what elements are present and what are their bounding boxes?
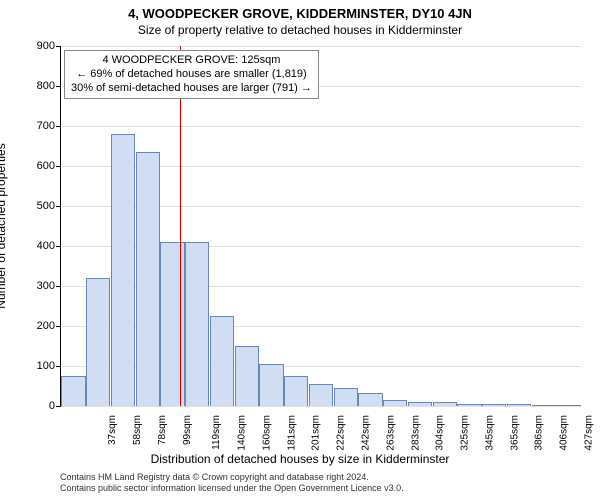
ytick-mark <box>56 406 61 407</box>
histogram-bar <box>309 384 333 406</box>
ytick-mark <box>56 46 61 47</box>
ytick-label: 900 <box>15 40 55 52</box>
xtick-label: 365sqm <box>509 415 520 451</box>
ytick-mark <box>56 286 61 287</box>
annotation-line1: 4 WOODPECKER GROVE: 125sqm <box>71 54 312 68</box>
histogram-bar <box>259 364 283 406</box>
licence-line2: Contains public sector information licen… <box>60 483 404 494</box>
xtick-label: 304sqm <box>435 415 446 451</box>
ytick-label: 200 <box>15 320 55 332</box>
ytick-label: 400 <box>15 240 55 252</box>
xtick-label: 263sqm <box>385 415 396 451</box>
xtick-label: 78sqm <box>157 415 168 445</box>
xtick-label: 99sqm <box>182 415 193 445</box>
grid-line <box>61 406 581 407</box>
page-subtitle: Size of property relative to detached ho… <box>0 21 600 37</box>
xtick-label: 37sqm <box>107 415 118 445</box>
histogram-bar <box>284 376 308 406</box>
ytick-label: 300 <box>15 280 55 292</box>
histogram-bar <box>457 404 481 406</box>
histogram-bar <box>408 402 432 406</box>
ytick-label: 800 <box>15 80 55 92</box>
xtick-label: 325sqm <box>460 415 471 451</box>
licence-line1: Contains HM Land Registry data © Crown c… <box>60 472 404 483</box>
histogram-bar <box>482 404 506 406</box>
xtick-label: 406sqm <box>559 415 570 451</box>
page-title: 4, WOODPECKER GROVE, KIDDERMINSTER, DY10… <box>0 0 600 21</box>
xtick-label: 222sqm <box>336 415 347 451</box>
xtick-label: 386sqm <box>534 415 545 451</box>
ytick-label: 700 <box>15 120 55 132</box>
histogram-bar <box>61 376 85 406</box>
ytick-mark <box>56 246 61 247</box>
licence-text: Contains HM Land Registry data © Crown c… <box>60 472 404 494</box>
histogram-bar <box>433 402 457 406</box>
xtick-label: 345sqm <box>484 415 495 451</box>
annotation-line2: ← 69% of detached houses are smaller (1,… <box>71 68 312 82</box>
histogram-bar <box>86 278 110 406</box>
xtick-label: 283sqm <box>410 415 421 451</box>
grid-line <box>61 46 581 47</box>
xtick-label: 140sqm <box>237 415 248 451</box>
y-axis-label: Number of detached properties <box>0 143 8 308</box>
chart-area: 010020030040050060070080090037sqm58sqm78… <box>60 46 580 406</box>
ytick-mark <box>56 126 61 127</box>
plot-region: 010020030040050060070080090037sqm58sqm78… <box>60 46 581 407</box>
ytick-label: 600 <box>15 160 55 172</box>
xtick-label: 427sqm <box>583 415 594 451</box>
histogram-bar <box>210 316 234 406</box>
reference-line <box>180 46 181 406</box>
xtick-label: 242sqm <box>361 415 372 451</box>
ytick-mark <box>56 166 61 167</box>
xtick-label: 119sqm <box>211 415 222 450</box>
histogram-bar <box>556 405 580 406</box>
histogram-bar <box>334 388 358 406</box>
histogram-bar <box>235 346 259 406</box>
xtick-label: 181sqm <box>286 415 297 451</box>
ytick-mark <box>56 86 61 87</box>
ytick-label: 100 <box>15 360 55 372</box>
xtick-label: 58sqm <box>132 415 143 445</box>
annotation-box: 4 WOODPECKER GROVE: 125sqm ← 69% of deta… <box>64 50 319 99</box>
histogram-bar <box>160 242 184 406</box>
xtick-label: 201sqm <box>311 415 322 451</box>
ytick-label: 500 <box>15 200 55 212</box>
histogram-bar <box>185 242 209 406</box>
ytick-mark <box>56 206 61 207</box>
histogram-bar <box>358 393 382 406</box>
ytick-mark <box>56 366 61 367</box>
histogram-bar <box>111 134 135 406</box>
x-axis-label: Distribution of detached houses by size … <box>0 452 600 466</box>
ytick-mark <box>56 326 61 327</box>
xtick-label: 160sqm <box>262 415 273 451</box>
ytick-label: 0 <box>15 400 55 412</box>
grid-line <box>61 126 581 127</box>
histogram-bar <box>532 405 556 406</box>
histogram-bar <box>136 152 160 406</box>
chart-container: 4, WOODPECKER GROVE, KIDDERMINSTER, DY10… <box>0 0 600 500</box>
histogram-bar <box>507 404 531 406</box>
annotation-line3: 30% of semi-detached houses are larger (… <box>71 82 312 96</box>
histogram-bar <box>383 400 407 406</box>
